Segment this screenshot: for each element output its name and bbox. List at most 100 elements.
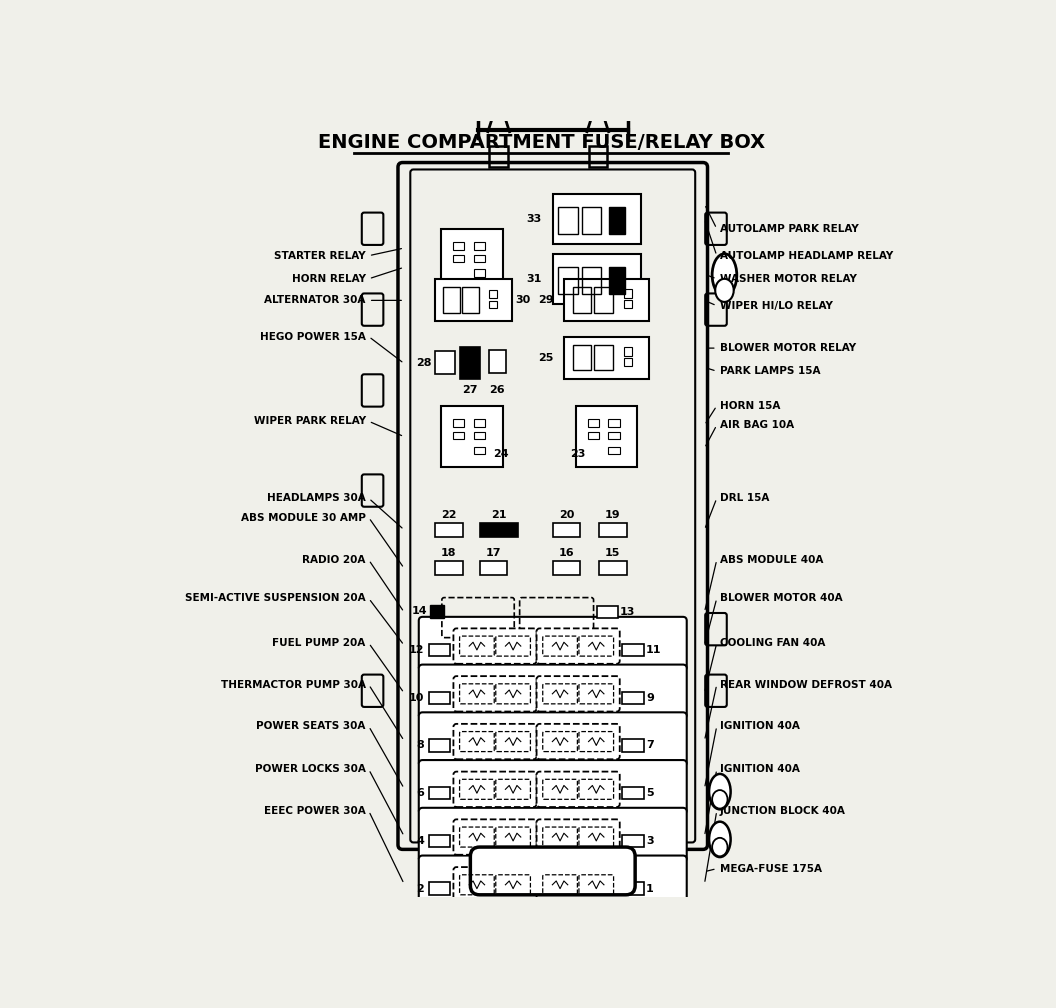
Bar: [593, 345, 612, 371]
Text: SEMI-ACTIVE SUSPENSION 20A: SEMI-ACTIVE SUSPENSION 20A: [185, 594, 365, 604]
FancyBboxPatch shape: [419, 664, 686, 719]
Text: 4: 4: [416, 836, 425, 846]
FancyBboxPatch shape: [536, 628, 620, 664]
Bar: [435, 351, 455, 374]
Text: POWER SEATS 30A: POWER SEATS 30A: [257, 721, 365, 731]
FancyBboxPatch shape: [453, 820, 536, 855]
Text: 2: 2: [416, 884, 425, 894]
Ellipse shape: [712, 838, 728, 857]
Text: 15: 15: [605, 548, 621, 558]
Bar: [622, 739, 643, 752]
Text: HEGO POWER 15A: HEGO POWER 15A: [260, 332, 365, 342]
Bar: [608, 447, 620, 454]
Bar: [622, 691, 643, 704]
Bar: [441, 229, 503, 290]
Text: COOLING FAN 40A: COOLING FAN 40A: [720, 638, 825, 648]
Text: STARTER RELAY: STARTER RELAY: [274, 251, 365, 261]
Bar: [489, 350, 506, 373]
Bar: [582, 207, 602, 234]
Bar: [599, 523, 626, 537]
Bar: [441, 406, 503, 468]
Text: 21: 21: [491, 510, 507, 520]
Text: 12: 12: [409, 645, 425, 655]
Bar: [453, 419, 464, 426]
Bar: [609, 267, 625, 294]
Bar: [552, 195, 641, 244]
Bar: [587, 431, 599, 439]
Text: 32: 32: [465, 294, 479, 304]
Bar: [588, 145, 607, 167]
Text: REAR WINDOW DEFROST 40A: REAR WINDOW DEFROST 40A: [720, 679, 892, 689]
Text: 30: 30: [515, 295, 531, 305]
Text: 1: 1: [646, 884, 654, 894]
Bar: [453, 431, 464, 439]
Text: ALTERNATOR 30A: ALTERNATOR 30A: [264, 295, 365, 305]
Bar: [572, 345, 591, 371]
Bar: [558, 267, 578, 294]
Text: 23: 23: [570, 449, 585, 459]
Text: BLOWER MOTOR RELAY: BLOWER MOTOR RELAY: [720, 343, 856, 353]
FancyBboxPatch shape: [453, 676, 536, 712]
Text: WIPER HI/LO RELAY: WIPER HI/LO RELAY: [720, 300, 833, 310]
Bar: [622, 882, 643, 895]
Bar: [429, 644, 450, 656]
FancyBboxPatch shape: [536, 867, 620, 902]
Text: DRL 15A: DRL 15A: [720, 493, 769, 503]
Bar: [552, 561, 581, 576]
Text: ENGINE COMPARTMENT FUSE/RELAY BOX: ENGINE COMPARTMENT FUSE/RELAY BOX: [318, 133, 765, 152]
Bar: [609, 207, 625, 234]
Text: 31: 31: [527, 274, 542, 284]
Bar: [429, 835, 450, 847]
FancyBboxPatch shape: [453, 867, 536, 902]
Text: 13: 13: [620, 607, 635, 617]
Bar: [624, 300, 633, 308]
Text: 24: 24: [493, 449, 509, 459]
Text: AUTOLAMP HEADLAMP RELAY: AUTOLAMP HEADLAMP RELAY: [720, 251, 893, 261]
Bar: [453, 255, 464, 262]
Text: 10: 10: [409, 692, 425, 703]
Bar: [564, 337, 649, 379]
Ellipse shape: [712, 790, 728, 808]
Bar: [435, 561, 463, 576]
FancyBboxPatch shape: [453, 771, 536, 807]
Bar: [474, 242, 485, 250]
Text: 3: 3: [646, 836, 654, 846]
Bar: [622, 835, 643, 847]
Text: EEEC POWER 30A: EEEC POWER 30A: [264, 805, 365, 815]
Bar: [597, 606, 618, 618]
Bar: [474, 269, 485, 277]
Bar: [474, 447, 485, 454]
Bar: [474, 419, 485, 426]
Text: 9: 9: [646, 692, 654, 703]
Text: 29: 29: [538, 295, 553, 305]
Text: FUEL PUMP 20A: FUEL PUMP 20A: [272, 638, 365, 648]
Bar: [429, 882, 450, 895]
Bar: [622, 787, 643, 799]
Bar: [552, 523, 581, 537]
Text: 18: 18: [441, 548, 456, 558]
Text: 8: 8: [416, 741, 425, 750]
FancyBboxPatch shape: [453, 628, 536, 664]
Bar: [558, 207, 578, 234]
Bar: [490, 145, 508, 167]
Text: THERMACTOR PUMP 30A: THERMACTOR PUMP 30A: [221, 679, 365, 689]
Bar: [479, 523, 518, 537]
Text: HEADLAMPS 30A: HEADLAMPS 30A: [267, 493, 365, 503]
Bar: [429, 787, 450, 799]
Bar: [489, 300, 496, 308]
Bar: [435, 279, 512, 322]
Bar: [572, 287, 591, 312]
Text: 26: 26: [490, 385, 505, 395]
Bar: [460, 347, 480, 379]
Bar: [608, 431, 620, 439]
Bar: [576, 406, 638, 468]
Text: JUNCTION BLOCK 40A: JUNCTION BLOCK 40A: [720, 805, 846, 815]
Bar: [429, 691, 450, 704]
FancyBboxPatch shape: [419, 760, 686, 814]
Text: 16: 16: [559, 548, 574, 558]
Text: 6: 6: [416, 788, 425, 798]
Text: 22: 22: [441, 510, 456, 520]
Ellipse shape: [715, 279, 734, 302]
Text: AIR BAG 10A: AIR BAG 10A: [720, 420, 794, 430]
Text: 5: 5: [646, 788, 654, 798]
